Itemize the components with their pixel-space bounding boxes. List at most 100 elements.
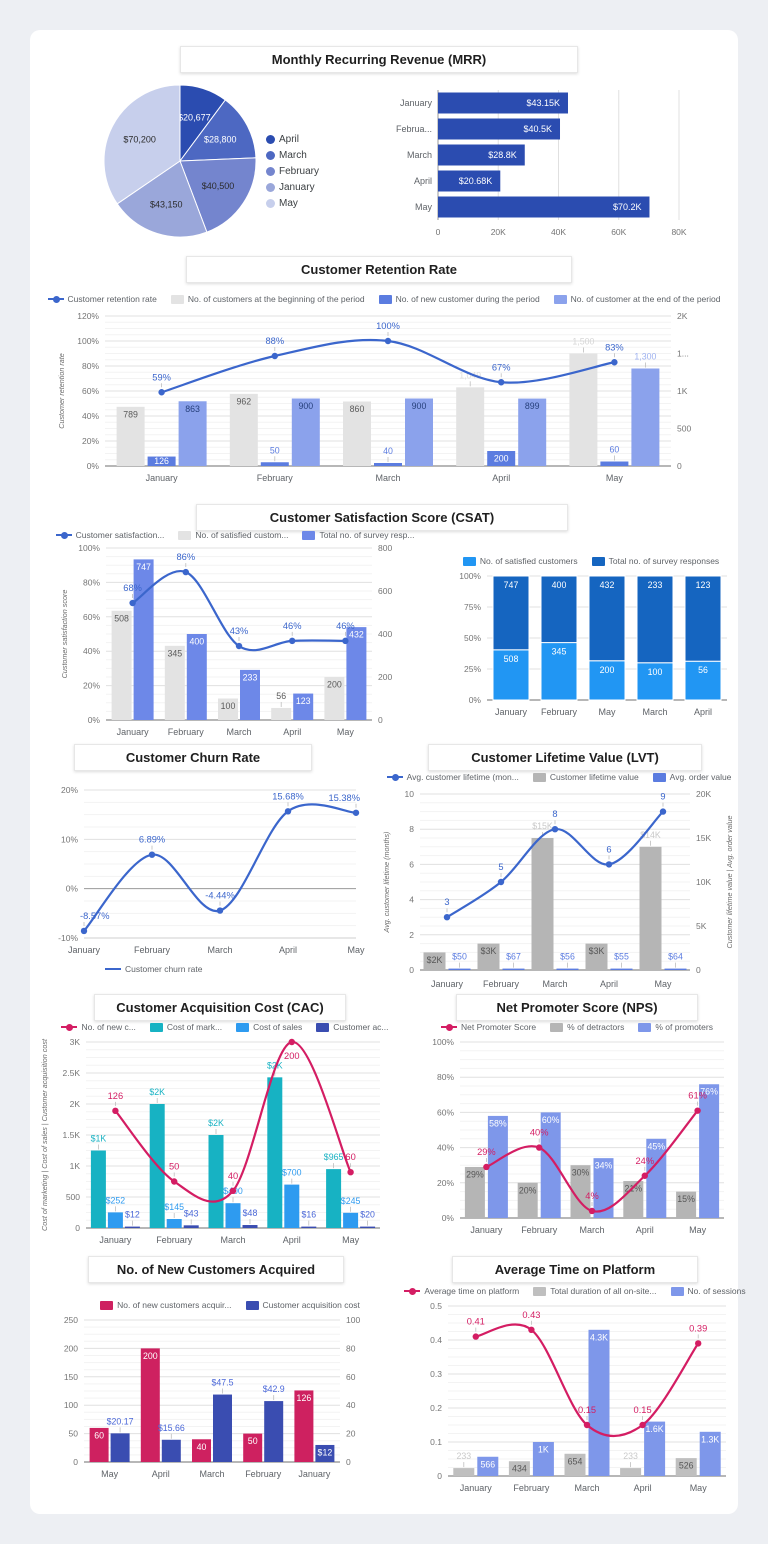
bar-total-duration-of-all-on-site-sessions[interactable] (620, 1468, 642, 1476)
bar-total-no-of-survey-responses[interactable] (293, 693, 314, 720)
bar-customer-lifetime-value[interactable] (423, 952, 446, 970)
bar-no-of-new-customers-acquired[interactable] (192, 1439, 211, 1462)
line-point[interactable] (536, 1144, 543, 1151)
bar-no-of-satisfied-customers[interactable] (588, 660, 626, 701)
bar-cost-of-marketing[interactable] (90, 1150, 106, 1229)
line-point[interactable] (695, 1340, 702, 1347)
newcust-chart[interactable]: 0 50 100 150 200 250 0 20 40 60 80 100 May April March… (42, 1312, 378, 1484)
bar-no-of-new-customer-during-the-period[interactable] (487, 451, 516, 466)
bar-no-of-new-customers-acquired[interactable] (140, 1348, 160, 1462)
legend-item-customer-lifetime-value[interactable]: Customer lifetime value (532, 772, 639, 782)
line-point[interactable] (639, 1421, 646, 1429)
bar-january[interactable] (438, 92, 568, 114)
bar-no-of-satisfied-customers[interactable] (684, 660, 722, 701)
pie-slice-february[interactable] (179, 157, 257, 233)
legend-item-no-of-customer-at-the-end-of-the-period[interactable]: No. of customer at the end of the period (553, 294, 720, 304)
bar-avg-order-value[interactable] (502, 968, 525, 970)
bar-of-promoters[interactable] (699, 1084, 720, 1218)
line-point[interactable] (271, 352, 278, 360)
bar-customer-acquisition-cost[interactable] (124, 1226, 140, 1228)
mrr-bar-chart[interactable]: 0 20K 40K 60K 80K January $43.15K Februa... $40.… (388, 86, 695, 240)
bar-total-duration-of-all-on-site-sessions[interactable] (453, 1468, 475, 1476)
line-point[interactable] (694, 1107, 701, 1114)
bar-of-detractors[interactable] (676, 1191, 697, 1218)
legend-item-cost-of-sales[interactable]: Cost of sales (236, 1022, 302, 1032)
bar-no-of-satisfied-customers[interactable] (164, 645, 185, 720)
bar-march[interactable] (438, 144, 525, 166)
bar-total-no-of-survey-responses[interactable] (346, 627, 367, 720)
bar-total-no-of-survey-responses[interactable] (492, 575, 530, 651)
bar-cost-of-marketing[interactable] (326, 1169, 342, 1228)
bar-no-of-customer-at-the-end-of-the-period[interactable] (405, 398, 433, 467)
bar-of-detractors[interactable] (464, 1166, 485, 1218)
bar-customer-lifetime-value[interactable] (477, 943, 500, 970)
bar-no-of-customer-at-the-end-of-the-period[interactable] (518, 398, 547, 466)
line-point[interactable] (588, 1207, 596, 1215)
legend-item-total-no-of-survey-responses[interactable]: Total no. of survey responses (591, 556, 719, 566)
legend-item-no-of-new-customer-during-the-period[interactable]: No. of new customer during the period (378, 294, 540, 304)
bar-of-promoters[interactable] (540, 1112, 561, 1218)
bar-no-of-satisfied-customers[interactable] (324, 677, 345, 720)
bar-avg-order-value[interactable] (556, 968, 579, 970)
avgtime-chart[interactable]: 0 0.1 0.2 0.3 0.4 0.5 January February March Apri… (412, 1298, 738, 1498)
line-point[interactable] (288, 1038, 295, 1046)
cac-chart[interactable]: 0 500 1K 1.5K 2K 2.5K 3K January February March Ap… (38, 1034, 388, 1250)
bar-customer-acquisition-cost[interactable] (264, 1401, 284, 1462)
line-point[interactable] (148, 851, 156, 858)
nps-chart[interactable]: 0% 20% 40% 60% 80% 100% January February March Ap… (418, 1034, 736, 1240)
bar-cost-of-sales[interactable] (107, 1212, 123, 1228)
legend-item-march[interactable]: March (266, 150, 307, 161)
bar-customer-lifetime-value[interactable] (639, 846, 662, 970)
bar-april[interactable] (438, 170, 501, 192)
bar-total-duration-of-all-on-site-sessions[interactable] (675, 1458, 697, 1476)
line-point[interactable] (352, 809, 360, 816)
bar-total-duration-of-all-on-site-sessions[interactable] (508, 1461, 530, 1476)
bar-of-detractors[interactable] (623, 1181, 644, 1218)
bar-cost-of-sales[interactable] (343, 1212, 359, 1228)
legend-item-may[interactable]: May (266, 198, 298, 209)
legend-item-net-promoter-score[interactable]: Net Promoter Score (441, 1022, 536, 1032)
bar-cost-of-marketing[interactable] (267, 1077, 283, 1228)
legend-item-april[interactable]: April (266, 134, 299, 145)
line-point[interactable] (112, 1107, 119, 1115)
bar-customer-acquisition-cost[interactable] (360, 1226, 376, 1228)
legend-item-average-time-on-platform[interactable]: Average time on platform (404, 1286, 519, 1296)
bar-no-of-new-customers-acquired[interactable] (89, 1427, 109, 1462)
bar-cost-of-sales[interactable] (166, 1219, 182, 1228)
bar-no-of-new-customer-during-the-period[interactable] (260, 462, 289, 466)
legend-item-customer-ac[interactable]: Customer ac... (316, 1022, 389, 1032)
line-point[interactable] (80, 927, 88, 935)
bar-no-of-sessions[interactable] (699, 1431, 721, 1476)
line-point[interactable] (641, 1172, 648, 1179)
bar-no-of-new-customer-during-the-period[interactable] (374, 463, 402, 466)
retention-chart[interactable]: 0% 20% 40% 60% 80% 100% 120% 0 500 1K 1... 2K Januar… (55, 308, 715, 488)
pie-slice-january[interactable] (116, 160, 208, 238)
bar-customer-acquisition-cost[interactable] (301, 1226, 317, 1228)
bar-may[interactable] (438, 196, 650, 218)
line-point[interactable] (528, 1326, 535, 1333)
bar-no-of-satisfied-customers[interactable] (111, 610, 132, 720)
csat-stacked-chart[interactable]: 0% 25% 50% 75% 100% January 747 508 February 400 3… (445, 570, 737, 722)
bar-total-no-of-survey-responses[interactable] (240, 669, 260, 720)
legend-item-customer-retention-rate[interactable]: Customer retention rate (47, 294, 157, 304)
bar-no-of-satisfied-customers[interactable] (636, 662, 674, 701)
bar-avg-order-value[interactable] (448, 968, 471, 970)
line-point[interactable] (229, 1187, 237, 1194)
line-point[interactable] (497, 878, 505, 886)
line-point[interactable] (583, 1421, 591, 1429)
bar-total-no-of-survey-responses[interactable] (684, 575, 722, 662)
line-point[interactable] (605, 861, 613, 868)
churn-chart[interactable]: -10% 0% 10% 20% January February March April May… (38, 782, 368, 960)
bar-no-of-sessions[interactable] (588, 1329, 610, 1476)
bar-customer-acquisition-cost[interactable] (183, 1225, 199, 1228)
lvt-chart[interactable]: 0 2 4 6 8 10 0 5K 10K 15K 20K January February March A… (380, 784, 736, 994)
bar-total-no-of-survey-responses[interactable] (186, 634, 207, 720)
legend-item-no-of-satisfied-custom[interactable]: No. of satisfied custom... (178, 530, 288, 540)
line-point[interactable] (384, 337, 392, 345)
legend-item-customer-satisfaction[interactable]: Customer satisfaction... (55, 530, 164, 540)
mrr-pie-chart[interactable]: $20,677 $28,800 $40,500 $43,150 $70,200 (85, 82, 275, 240)
line-series-no-of-new-customers[interactable] (114, 1040, 352, 1203)
line-point[interactable] (483, 1163, 490, 1171)
bar-customer-acquisition-cost[interactable] (315, 1444, 335, 1462)
line-point[interactable] (158, 389, 165, 396)
